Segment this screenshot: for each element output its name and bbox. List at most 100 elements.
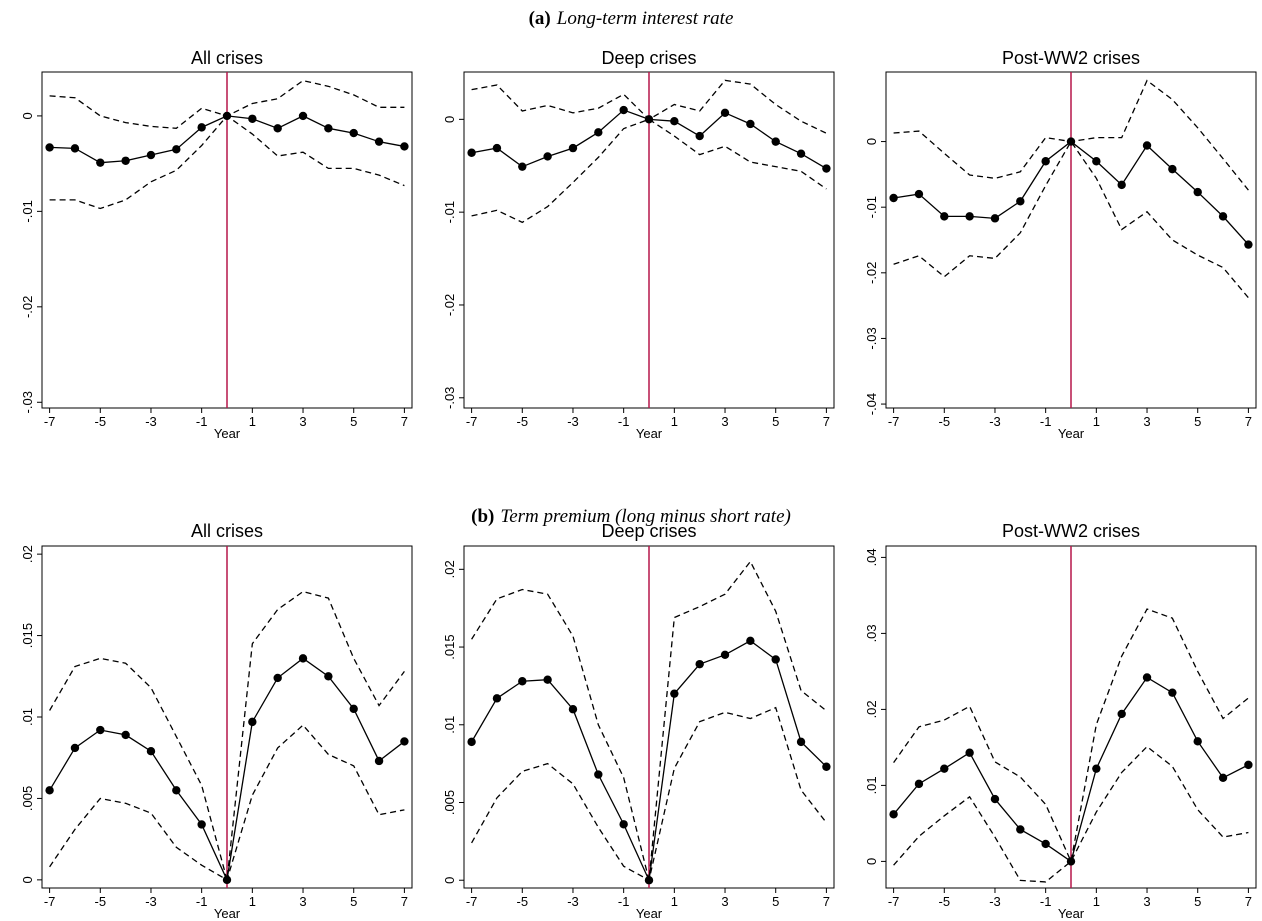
point (990, 794, 1000, 804)
point (568, 705, 578, 714)
y-tick-label: -.02 (864, 262, 879, 284)
point (965, 212, 974, 221)
section-label: (a) (528, 8, 551, 29)
y-tick-label: .02 (864, 700, 879, 718)
point (940, 212, 949, 221)
y-tick-label: .015 (20, 623, 35, 648)
section-header: (b) Term premium (long minus short rate) (0, 506, 1262, 528)
point (990, 214, 1000, 223)
point (568, 143, 578, 153)
point (70, 144, 80, 153)
chart-title: Post-WW2 crises (1002, 521, 1140, 541)
x-tick-label: -7 (44, 414, 56, 429)
y-tick-label: -.03 (864, 327, 879, 349)
point (720, 650, 730, 660)
x-tick-label: -5 (95, 414, 107, 429)
point (771, 137, 780, 146)
point (374, 756, 384, 766)
section-label: (b) (471, 506, 495, 527)
point (324, 124, 333, 133)
x-tick-label: -1 (618, 414, 630, 429)
y-tick-label: -.02 (442, 294, 457, 316)
point (670, 116, 679, 126)
point (822, 762, 831, 771)
x-tick-label: 7 (401, 894, 408, 909)
point (298, 111, 308, 121)
x-tick-label: 7 (1245, 414, 1252, 429)
x-axis-label: Year (636, 426, 663, 441)
point (1142, 141, 1152, 150)
x-tick-label: 1 (1093, 894, 1100, 909)
y-tick-label: 0 (20, 112, 35, 119)
x-tick-label: -3 (989, 414, 1001, 429)
confidence-band (471, 706, 827, 882)
point (889, 810, 898, 819)
x-tick-label: -5 (517, 894, 529, 909)
confidence-band (893, 140, 1249, 299)
point (400, 737, 409, 746)
x-tick-label: -7 (466, 414, 478, 429)
point (670, 689, 679, 698)
x-tick-label: 3 (1143, 894, 1150, 909)
point (746, 119, 755, 129)
point (695, 659, 704, 669)
point (889, 193, 898, 203)
point (822, 164, 831, 173)
point (619, 105, 628, 115)
x-tick-label: -1 (196, 894, 208, 909)
x-tick-label: 5 (1194, 414, 1201, 429)
confidence-band (49, 724, 405, 881)
x-tick-label: 5 (350, 414, 357, 429)
x-axis-label: Year (214, 426, 241, 441)
x-axis-label: Year (214, 906, 241, 921)
point (796, 149, 806, 158)
y-tick-label: .005 (20, 786, 35, 811)
y-tick-label: 0 (864, 858, 879, 865)
point (374, 137, 384, 146)
point (248, 114, 257, 123)
y-tick-label: -.03 (20, 391, 35, 413)
x-tick-label: -3 (989, 894, 1001, 909)
chart-title: Deep crises (601, 48, 696, 68)
confidence-band (893, 745, 1249, 883)
y-tick-label: .01 (20, 708, 35, 726)
x-tick-label: -1 (618, 894, 630, 909)
y-tick-label: .005 (442, 790, 457, 815)
point (746, 636, 755, 646)
point (96, 725, 105, 735)
confidence-band (471, 118, 827, 224)
chart-title: All crises (191, 48, 263, 68)
y-tick-label: .01 (864, 776, 879, 794)
x-tick-label: -1 (1040, 894, 1052, 909)
x-tick-label: -3 (145, 414, 157, 429)
point (940, 764, 949, 773)
y-tick-label: 0 (442, 877, 457, 884)
x-tick-label: 3 (299, 414, 306, 429)
point (771, 655, 780, 664)
x-tick-label: -5 (517, 414, 529, 429)
point (172, 145, 181, 154)
point (197, 820, 206, 829)
x-tick-label: 3 (1143, 414, 1150, 429)
point (1168, 688, 1177, 697)
confidence-band (49, 590, 405, 881)
x-tick-label: -7 (44, 894, 56, 909)
x-tick-label: 3 (299, 894, 306, 909)
point (96, 158, 105, 167)
point (146, 150, 156, 160)
x-tick-label: 5 (772, 414, 779, 429)
point (518, 162, 527, 171)
point (273, 673, 282, 683)
point (1041, 157, 1050, 166)
confidence-band (893, 608, 1249, 864)
point (492, 143, 502, 153)
point (594, 770, 603, 779)
point (1041, 839, 1050, 849)
x-tick-label: -5 (939, 414, 951, 429)
section-title: Term premium (long minus short rate) (500, 506, 791, 527)
x-tick-label: -3 (145, 894, 157, 909)
y-tick-label: 0 (20, 876, 35, 883)
point (1142, 673, 1152, 682)
